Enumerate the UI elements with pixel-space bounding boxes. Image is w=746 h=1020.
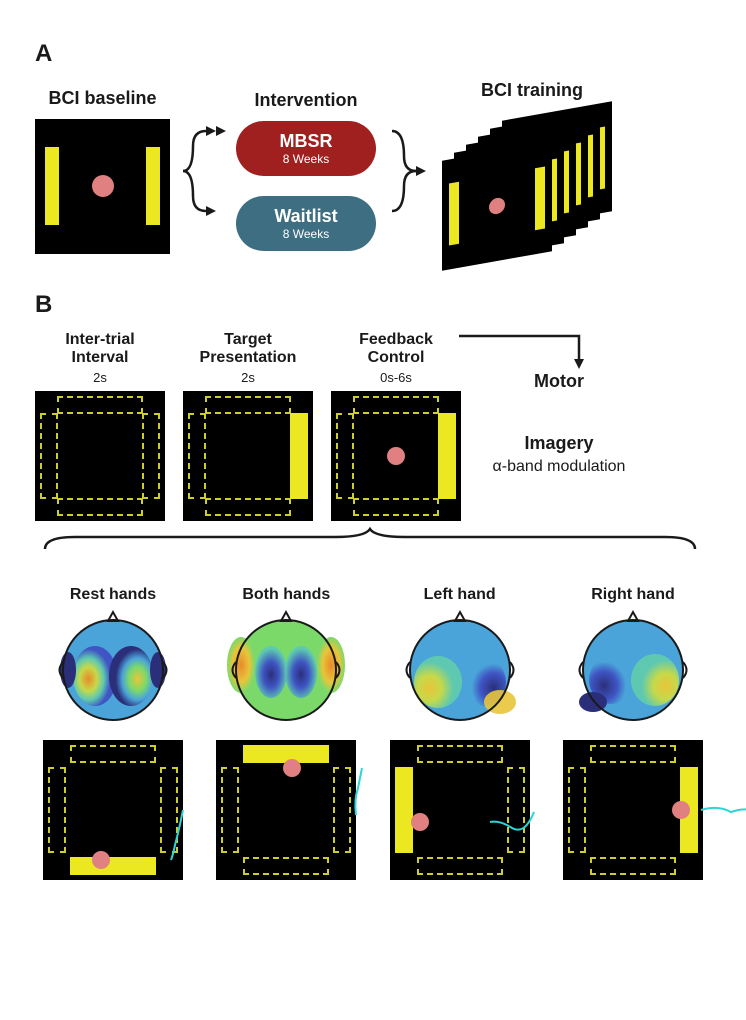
trial-iti: Inter-trial Interval 2s bbox=[35, 331, 165, 521]
cursor-both-icon bbox=[283, 759, 301, 777]
intervention-col: Intervention MBSR 8 Weeks Waitlist 8 Wee… bbox=[236, 90, 376, 251]
cursor-left-icon bbox=[411, 813, 429, 831]
hand-left-title: Left hand bbox=[382, 586, 538, 604]
stack-dot-icon bbox=[489, 197, 505, 216]
training-title: BCI training bbox=[442, 80, 622, 101]
topo-right bbox=[573, 610, 693, 730]
trial-feedback-time: 0s-6s bbox=[331, 370, 461, 385]
motor-t2: Imagery bbox=[479, 433, 639, 455]
hand-right-title: Right hand bbox=[555, 586, 711, 604]
trial-target-t1: Target bbox=[183, 331, 313, 349]
bar-right bbox=[146, 147, 160, 225]
panel-a-row: BCI baseline Intervention MBSR 8 Weeks W… bbox=[35, 80, 711, 261]
hand-rest: Rest hands bbox=[35, 586, 191, 880]
motor-sub: α-band modulation bbox=[479, 458, 639, 476]
mbsr-sub: 8 Weeks bbox=[258, 152, 354, 166]
trial-target-t2: Presentation bbox=[183, 349, 313, 367]
cursor-rest-icon bbox=[92, 851, 110, 869]
trial-feedback-t2: Control bbox=[331, 349, 461, 367]
baseline-title: BCI baseline bbox=[35, 88, 170, 109]
waitlist-sub: 8 Weeks bbox=[258, 227, 354, 241]
baseline-screen bbox=[35, 119, 170, 254]
hand-rest-title: Rest hands bbox=[35, 586, 191, 604]
topo-rest bbox=[53, 610, 173, 730]
waitlist-pill: Waitlist 8 Weeks bbox=[236, 196, 376, 251]
center-dot-icon bbox=[92, 175, 114, 197]
training-stack bbox=[442, 111, 622, 261]
trial-feedback-t1: Feedback bbox=[331, 331, 461, 349]
trial-feedback-screen bbox=[331, 391, 461, 521]
baseline-col: BCI baseline bbox=[35, 88, 170, 254]
topo-left bbox=[400, 610, 520, 730]
hand-both: Both hands bbox=[208, 586, 364, 880]
motor-col: Motor Imagery α-band modulation bbox=[479, 331, 639, 476]
feedback-dot-icon bbox=[387, 447, 405, 465]
training-col: BCI training bbox=[442, 80, 622, 261]
trial-iti-screen bbox=[35, 391, 165, 521]
hand-rest-screen bbox=[43, 740, 183, 880]
hand-both-screen bbox=[216, 740, 356, 880]
trial-iti-t1: Inter-trial bbox=[35, 331, 165, 349]
panel-b-label: B bbox=[35, 291, 711, 319]
mbsr-pill: MBSR 8 Weeks bbox=[236, 121, 376, 176]
hand-right-screen bbox=[563, 740, 703, 880]
hand-both-title: Both hands bbox=[208, 586, 364, 604]
trial-target: Target Presentation 2s bbox=[183, 331, 313, 521]
mbsr-label: MBSR bbox=[258, 131, 354, 152]
panel-a-label: A bbox=[35, 40, 711, 68]
panel-b-trial-row: Inter-trial Interval 2s Target Presentat… bbox=[35, 331, 711, 521]
motor-arrow-icon bbox=[459, 326, 619, 366]
topo-both bbox=[226, 610, 346, 730]
panel-b-hand-row: Rest hands bbox=[35, 586, 711, 880]
cursor-right-icon bbox=[672, 801, 690, 819]
trial-iti-time: 2s bbox=[35, 370, 165, 385]
motor-t1: Motor bbox=[479, 371, 639, 393]
waitlist-label: Waitlist bbox=[258, 206, 354, 227]
trial-target-time: 2s bbox=[183, 370, 313, 385]
hand-right: Right hand bbox=[555, 586, 711, 880]
trial-iti-t2: Interval bbox=[35, 349, 165, 367]
split-arrow-icon bbox=[178, 96, 228, 246]
bar-left bbox=[45, 147, 59, 225]
hand-left: Left hand bbox=[382, 586, 538, 880]
trial-feedback: Feedback Control 0s-6s bbox=[331, 331, 461, 521]
brace-icon bbox=[35, 527, 705, 557]
trial-target-screen bbox=[183, 391, 313, 521]
merge-arrow-icon bbox=[384, 96, 434, 246]
hand-left-screen bbox=[390, 740, 530, 880]
intervention-title: Intervention bbox=[236, 90, 376, 111]
